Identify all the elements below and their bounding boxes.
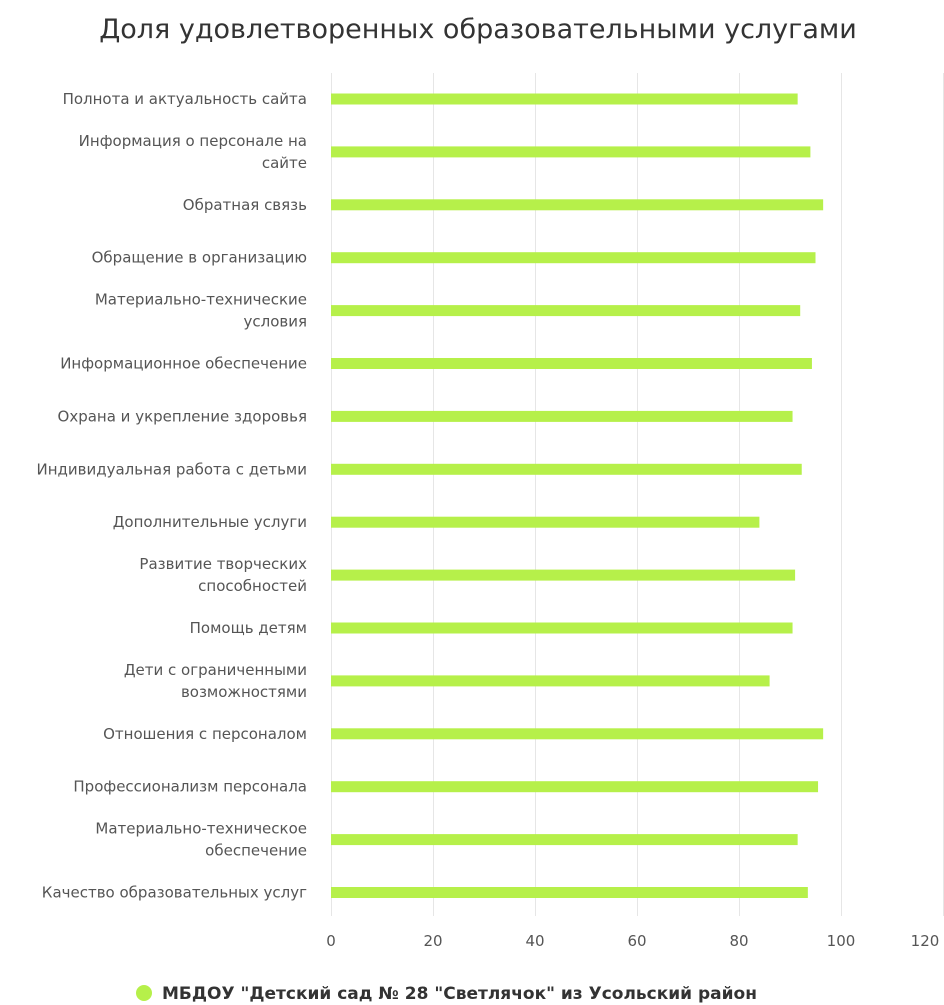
category-label: Материально-технические (95, 291, 307, 309)
x-tick-label: 20 (423, 932, 442, 950)
category-labels: Полнота и актуальность сайта Информация о… (37, 90, 308, 902)
category-label: Информационное обеспечение (60, 355, 307, 373)
category-label: Профессионализм персонала (73, 778, 307, 796)
bar[interactable] (331, 675, 770, 687)
category-label: обеспечение (205, 842, 307, 860)
bar[interactable] (331, 252, 816, 264)
bar[interactable] (331, 781, 819, 793)
x-tick-label: 40 (525, 932, 544, 950)
category-label: Дополнительные услуги (113, 513, 307, 531)
bar[interactable] (331, 93, 798, 105)
category-label: Информация о персонале на (79, 132, 307, 150)
bar[interactable] (331, 199, 824, 211)
category-label: Индивидуальная работа с детьми (37, 460, 308, 478)
x-tick-label: 120 (911, 932, 940, 950)
category-label: Материально-техническое (95, 820, 307, 838)
category-label: Помощь детям (190, 619, 307, 637)
x-tick-label: 60 (627, 932, 646, 950)
x-axis-tick-labels: 0 20 40 60 80 100 120 (326, 932, 939, 950)
x-tick-label: 80 (729, 932, 748, 950)
legend-marker-icon (136, 985, 152, 1001)
category-label: Отношения с персоналом (103, 725, 307, 743)
category-label: сайте (262, 154, 307, 172)
bar[interactable] (331, 358, 812, 369)
x-tick-label: 0 (326, 932, 336, 950)
category-label: возможностями (181, 683, 307, 701)
x-tick-label: 100 (827, 932, 856, 950)
bar[interactable] (331, 410, 793, 422)
category-label: Обратная связь (183, 196, 307, 214)
bar[interactable] (331, 887, 808, 898)
bar[interactable] (331, 834, 798, 846)
bar[interactable] (331, 305, 801, 317)
bar[interactable] (331, 463, 802, 475)
category-label: Развитие творческих (139, 555, 307, 573)
legend[interactable]: МБДОУ "Детский сад № 28 "Светлячок" из У… (136, 984, 757, 1004)
category-label: Полнота и актуальность сайта (63, 90, 307, 108)
bar[interactable] (331, 569, 796, 581)
legend-label: МБДОУ "Детский сад № 28 "Светлячок" из У… (162, 984, 757, 1004)
bar[interactable] (331, 728, 824, 740)
chart-title: Доля удовлетворенных образовательными ус… (99, 14, 857, 45)
bars (331, 93, 824, 898)
category-label: Качество образовательных услуг (42, 884, 307, 902)
category-label: Дети с ограниченными (124, 661, 307, 679)
bar[interactable] (331, 622, 793, 634)
category-label: способностей (198, 577, 307, 595)
category-label: Обращение в организацию (92, 249, 307, 267)
bar[interactable] (331, 516, 760, 528)
category-label: Охрана и укрепление здоровья (58, 407, 307, 425)
bar[interactable] (331, 146, 811, 158)
category-label: условия (243, 313, 307, 331)
